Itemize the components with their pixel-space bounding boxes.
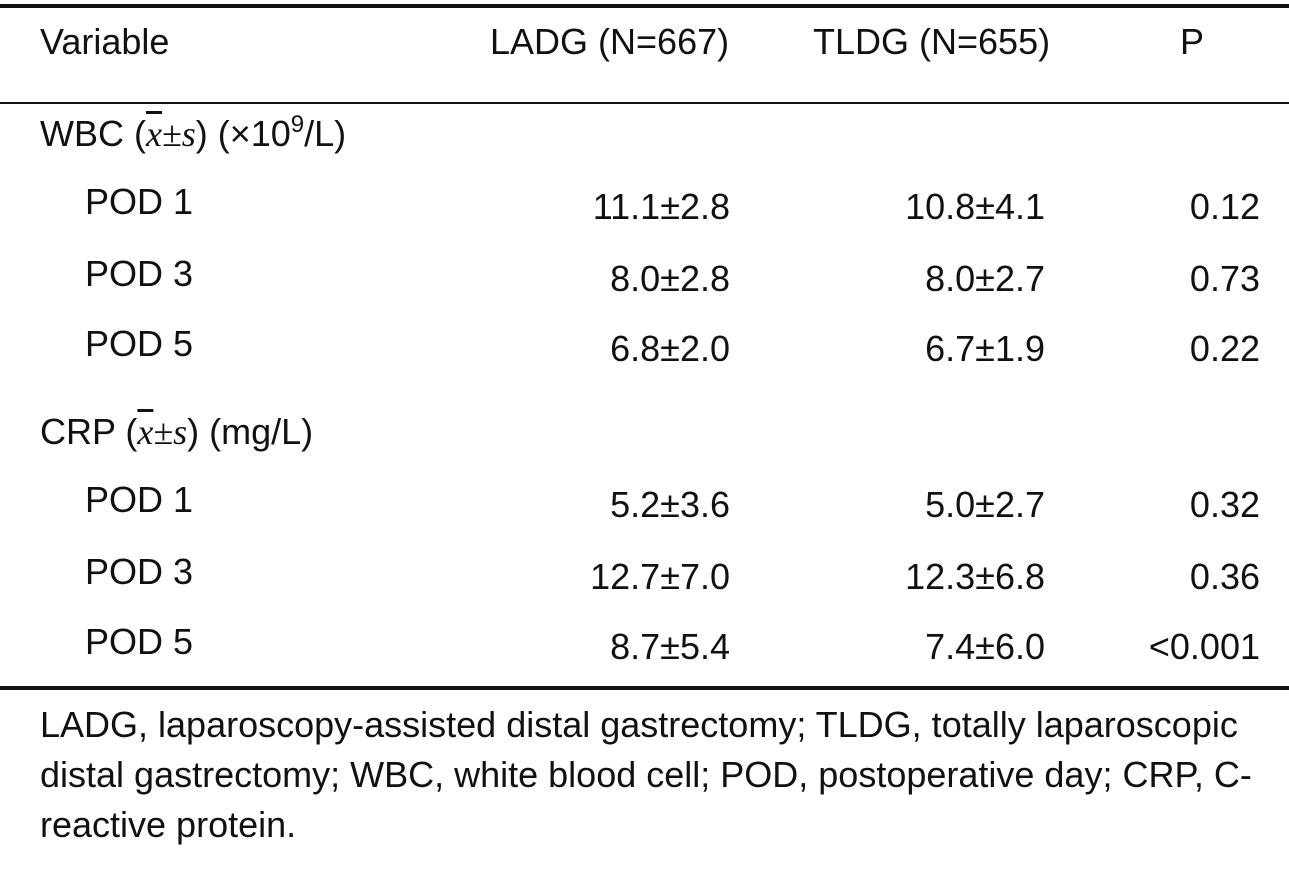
cell-ladg: 6.8±2.0 bbox=[610, 328, 730, 369]
cell-tldg: 10.8±4.1 bbox=[905, 186, 1045, 227]
table-footnote: LADG, laparoscopy-assisted distal gastre… bbox=[40, 704, 1252, 845]
cell-ladg: 8.0±2.8 bbox=[610, 258, 730, 299]
header-ladg: LADG (N=667) bbox=[490, 21, 730, 62]
row-label: POD 1 bbox=[85, 181, 194, 222]
cell-p: 0.22 bbox=[1189, 328, 1260, 369]
cell-ladg: 5.2±3.6 bbox=[610, 484, 730, 525]
cell-ladg: 8.7±5.4 bbox=[610, 626, 730, 667]
row-label: POD 1 bbox=[85, 479, 194, 520]
table-bottom-rule bbox=[0, 686, 1289, 690]
cell-p: <0.001 bbox=[1148, 626, 1260, 667]
cell-tldg: 8.0±2.7 bbox=[925, 258, 1045, 299]
cell-p: 0.32 bbox=[1189, 484, 1260, 525]
cell-p: 0.36 bbox=[1189, 556, 1260, 597]
cell-tldg: 6.7±1.9 bbox=[925, 328, 1045, 369]
cell-ladg: 12.7±7.0 bbox=[590, 556, 730, 597]
cell-p: 0.12 bbox=[1189, 186, 1260, 227]
header-variable: Variable bbox=[40, 21, 170, 62]
section-title-crp: CRP (x±s) (mg/L) bbox=[40, 411, 314, 452]
cell-tldg: 7.4±6.0 bbox=[925, 626, 1045, 667]
header-tldg: TLDG (N=655) bbox=[813, 21, 1051, 62]
row-label: POD 5 bbox=[85, 621, 194, 662]
row-label: POD 3 bbox=[85, 253, 194, 294]
header-p: P bbox=[1180, 21, 1205, 62]
cell-p: 0.73 bbox=[1189, 258, 1260, 299]
row-label: POD 3 bbox=[85, 551, 194, 592]
row-label: POD 5 bbox=[85, 323, 194, 364]
cell-tldg: 12.3±6.8 bbox=[905, 556, 1045, 597]
table-top-rule bbox=[0, 4, 1289, 8]
section-title-wbc: WBC (x±s) (×109/L) bbox=[40, 111, 347, 155]
table-header-rule bbox=[0, 102, 1289, 104]
cell-tldg: 5.0±2.7 bbox=[925, 484, 1045, 525]
cell-ladg: 11.1±2.8 bbox=[592, 186, 730, 227]
